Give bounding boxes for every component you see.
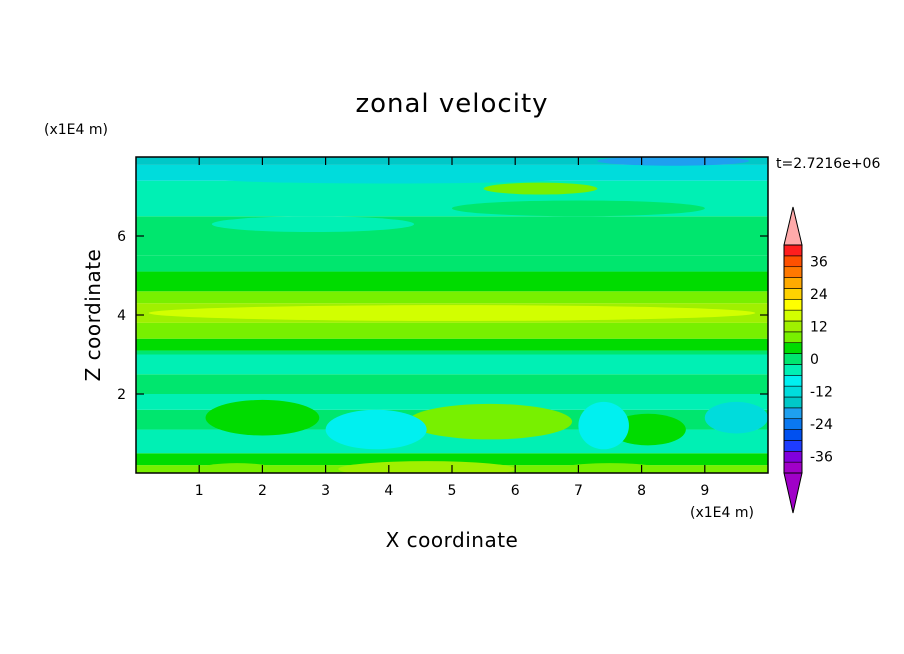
x-tick-label-6: 7 (574, 483, 583, 499)
chart-title: zonal velocity (355, 89, 548, 119)
field-patch-1 (407, 403, 573, 440)
colorbar-segment-19 (783, 255, 803, 268)
colorbar-segment-3 (783, 429, 803, 441)
colorbar-segment-10 (783, 353, 803, 365)
colorbar-segment-13 (783, 320, 803, 333)
y-tick-label-1: 4 (117, 308, 126, 324)
x-tick-label-0: 1 (195, 483, 204, 499)
y-axis-unit: (x1E4 m) (44, 122, 108, 138)
x-axis-unit: (x1E4 m) (690, 505, 754, 521)
colorbar-tick-label-2: 12 (810, 319, 828, 335)
field-patch-3 (325, 409, 427, 450)
colorbar-over-arrow (783, 206, 803, 246)
field-patch-12 (211, 216, 415, 233)
y-axis-ticks: 2 4 6 (117, 229, 768, 403)
colorbar: 36 24 12 0 -12 -24 -36 (783, 206, 833, 514)
field-patch-8 (559, 463, 661, 473)
colorbar-tick-label-0: 36 (810, 254, 828, 270)
colorbar-segment-1 (783, 450, 803, 463)
field-band-5 (136, 374, 768, 394)
time-label: t=2.7216e+06 (776, 156, 880, 172)
colorbar-segment-5 (783, 407, 803, 420)
colorbar-segment-18 (783, 266, 803, 278)
y-tick-label-0: 2 (117, 387, 126, 403)
colorbar-segment-11 (783, 342, 803, 354)
colorbar-segment-16 (783, 288, 803, 300)
field-patch-13 (452, 200, 705, 217)
field-band-9 (136, 322, 768, 339)
field-band-7 (136, 350, 768, 355)
field-patch-6 (199, 463, 276, 473)
colorbar-segment-4 (783, 418, 803, 430)
colorbar-segment-2 (783, 440, 803, 452)
colorbar-segment-0 (783, 461, 803, 474)
field-band-1 (136, 453, 768, 466)
y-tick-label-2: 6 (117, 229, 126, 245)
colorbar-tick-label-5: -24 (810, 417, 833, 433)
field-band-17 (136, 180, 768, 197)
x-tick-label-1: 2 (258, 483, 267, 499)
x-tick-label-5: 6 (511, 483, 520, 499)
field-band-11 (136, 291, 768, 304)
x-tick-label-7: 8 (637, 483, 646, 499)
colorbar-tick-label-6: -36 (810, 450, 833, 466)
field-patch-14 (148, 305, 756, 321)
x-tick-label-3: 4 (384, 483, 393, 499)
x-axis-label: X coordinate (386, 528, 519, 552)
colorbar-tick-label-1: 24 (810, 287, 828, 303)
colorbar-segment-8 (783, 374, 803, 387)
colorbar-segment-17 (783, 277, 803, 289)
field-band-6 (136, 354, 768, 375)
colorbar-segment-14 (783, 309, 803, 322)
colorbar-tick-label-4: -12 (810, 385, 833, 401)
y-axis-label: Z coordinate (81, 249, 105, 382)
field-patch-11 (597, 157, 750, 166)
field-band-14 (136, 236, 768, 256)
field-patch-9 (483, 182, 598, 195)
x-axis-ticks: 1 2 3 4 5 6 7 8 9 (195, 157, 709, 499)
colorbar-segment-15 (783, 298, 803, 311)
colorbar-frame (783, 244, 803, 474)
contour-field (136, 157, 768, 473)
x-tick-label-4: 5 (448, 483, 457, 499)
field-patch-7 (338, 461, 516, 473)
field-patch-10 (211, 173, 566, 184)
x-tick-label-2: 3 (321, 483, 330, 499)
field-band-13 (136, 255, 768, 272)
colorbar-segment-6 (783, 396, 803, 409)
field-patch-5 (704, 401, 768, 434)
colorbar-segment-20 (783, 244, 803, 257)
colorbar-under-arrow (783, 472, 803, 514)
colorbar-segment-9 (783, 364, 803, 376)
x-tick-label-8: 9 (700, 483, 709, 499)
colorbar-tick-label-3: 0 (810, 352, 819, 368)
field-band-8 (136, 338, 768, 351)
colorbar-segment-7 (783, 385, 803, 398)
field-band-12 (136, 271, 768, 292)
colorbar-segment-12 (783, 331, 803, 344)
field-patch-0 (205, 399, 320, 436)
field-patch-4 (578, 401, 629, 450)
field-patch-2 (610, 413, 686, 446)
